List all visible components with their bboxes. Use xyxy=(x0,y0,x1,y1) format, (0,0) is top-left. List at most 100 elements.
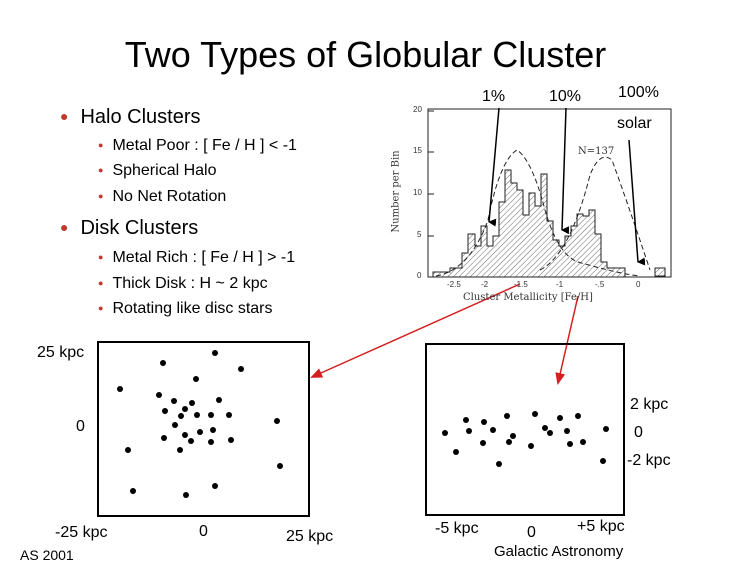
histogram-xtick: -.5 xyxy=(595,280,605,289)
cluster-point xyxy=(216,397,222,403)
cluster-point xyxy=(210,427,216,433)
cluster-point xyxy=(506,439,512,445)
cluster-point xyxy=(188,438,194,444)
disk-y-bottom-label: -2 kpc xyxy=(627,452,671,469)
cluster-point xyxy=(481,419,487,425)
cluster-point xyxy=(564,428,570,434)
histogram-ylabel: Number per Bin xyxy=(390,150,402,233)
cluster-point xyxy=(212,483,218,489)
cluster-point xyxy=(466,428,472,434)
cluster-point xyxy=(532,411,538,417)
cluster-point xyxy=(130,488,136,494)
footer-topic: Galactic Astronomy xyxy=(494,543,624,560)
histogram-xtick: -2 xyxy=(481,280,489,289)
halo-x-mid-label: 0 xyxy=(199,523,208,540)
arrow-1pct xyxy=(488,107,500,227)
slide-title: Two Types of Globular Cluster xyxy=(124,34,607,75)
bullet-icon: ● xyxy=(98,191,104,201)
cluster-point xyxy=(125,447,131,453)
disk-x-right-label: +5 kpc xyxy=(577,518,625,535)
arrow-solar xyxy=(628,139,646,266)
cluster-point xyxy=(172,422,178,428)
cluster-point xyxy=(542,425,548,431)
halo-y-mid-label: 0 xyxy=(76,418,85,435)
histogram-count: N=137 xyxy=(578,146,615,157)
histogram-xlabel: Cluster Metallicity [Fe/H] xyxy=(463,292,593,303)
cluster-point xyxy=(161,435,167,441)
bullet-icon: ● xyxy=(60,219,69,235)
cluster-point xyxy=(183,492,189,498)
histogram-bars xyxy=(432,169,626,278)
cluster-point xyxy=(575,413,581,419)
cluster-point xyxy=(547,430,553,436)
disk-x-left-label: -5 kpc xyxy=(435,520,479,537)
bullet-icon: ● xyxy=(98,303,104,313)
cluster-point xyxy=(193,376,199,382)
marker-10pct: 10% xyxy=(549,88,582,105)
arrow-10pct xyxy=(561,107,570,235)
cluster-point xyxy=(194,412,200,418)
bullet-icon: ● xyxy=(60,108,69,124)
disk-y-top-label: 2 kpc xyxy=(630,396,669,413)
cluster-point xyxy=(603,426,609,432)
histogram-xtick: -1 xyxy=(556,280,564,289)
cluster-point xyxy=(480,440,486,446)
cluster-point xyxy=(228,437,234,443)
halo-x-right-label: 25 kpc xyxy=(286,528,334,545)
disk-heading: ● Disk Clusters xyxy=(60,217,199,239)
cluster-point xyxy=(162,408,168,414)
marker-1pct: 1% xyxy=(482,88,506,105)
footer-course: AS 2001 xyxy=(20,547,74,563)
bullet-icon: ● xyxy=(98,252,104,262)
fit-curve-halo xyxy=(435,149,641,277)
cluster-point xyxy=(453,449,459,455)
cluster-point xyxy=(463,417,469,423)
halo-item: ● Metal Poor : [ Fe / H ] < -1 xyxy=(98,137,297,154)
cluster-point xyxy=(496,461,502,467)
bullet-icon: ● xyxy=(98,165,104,175)
halo-x-left-label: -25 kpc xyxy=(55,524,108,541)
halo-item: ● Spherical Halo xyxy=(98,162,217,179)
cluster-point xyxy=(226,412,232,418)
cluster-point xyxy=(600,458,606,464)
marker-solar: solar xyxy=(617,115,652,132)
disk-item: ● Thick Disk : H ~ 2 kpc xyxy=(98,275,268,292)
cluster-point xyxy=(274,418,280,424)
cluster-point xyxy=(557,415,563,421)
cluster-point xyxy=(567,441,573,447)
halo-heading: ● Halo Clusters xyxy=(60,106,201,128)
cluster-point xyxy=(442,430,448,436)
cluster-point xyxy=(117,386,123,392)
cluster-point xyxy=(277,463,283,469)
histogram-legend-box xyxy=(654,267,666,277)
cluster-point xyxy=(178,413,184,419)
disk-x-mid-label: 0 xyxy=(527,524,536,541)
histogram-ytick: 10 xyxy=(413,188,422,197)
histogram-ytick: 20 xyxy=(413,105,422,114)
cluster-point xyxy=(504,413,510,419)
cluster-point xyxy=(177,447,183,453)
cluster-point xyxy=(580,439,586,445)
disk-item: ● Rotating like disc stars xyxy=(98,300,273,317)
cluster-point xyxy=(212,350,218,356)
cluster-point xyxy=(238,366,244,372)
fit-curve-disk xyxy=(539,156,651,271)
bullet-icon: ● xyxy=(98,140,104,150)
cluster-point xyxy=(182,432,188,438)
histogram-xtick: -1.5 xyxy=(514,280,528,289)
halo-distribution-plot xyxy=(97,341,310,517)
histogram-xtick: 0 xyxy=(636,280,641,289)
cluster-point xyxy=(182,406,188,412)
disk-distribution-plot xyxy=(425,343,625,516)
cluster-point xyxy=(197,429,203,435)
halo-y-top-label: 25 kpc xyxy=(37,344,85,361)
cluster-point xyxy=(510,433,516,439)
cluster-point xyxy=(156,392,162,398)
histogram-ytick: 15 xyxy=(413,146,422,155)
cluster-point xyxy=(208,439,214,445)
cluster-point xyxy=(189,400,195,406)
histogram-ytick: 0 xyxy=(417,271,422,280)
disk-item: ● Metal Rich : [ Fe / H ] > -1 xyxy=(98,249,296,266)
red-arrow-to-disk xyxy=(555,295,579,385)
